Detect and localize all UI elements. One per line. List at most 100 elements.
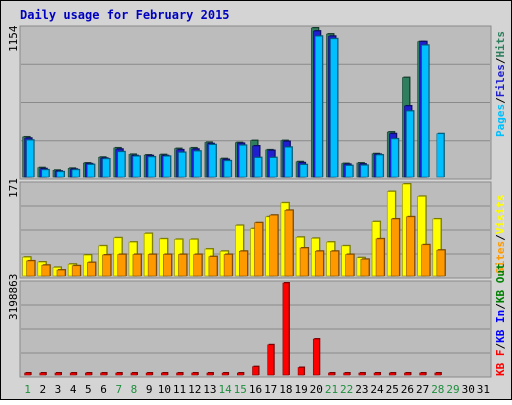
top-bar-pages (239, 145, 247, 178)
bot-bar-kbytes (54, 372, 62, 376)
mid-bar-sites (71, 265, 81, 277)
bot-ymax-label: 3198863 (7, 274, 20, 320)
bot-bar-kbytes (115, 372, 123, 376)
bot-bar-kbytes (191, 372, 199, 376)
mid-bar-sites (163, 254, 172, 277)
mid-bar-sites (314, 250, 324, 277)
top-bar-pages (390, 138, 399, 178)
x-tick-label: 25 (386, 383, 399, 396)
mid-bar-sites (239, 250, 248, 277)
mid-bar-sites (223, 254, 233, 277)
legend-entry: Sites (494, 241, 507, 274)
top-bar-pages (41, 169, 50, 178)
mid-bar-sites (178, 254, 187, 277)
mid-bar-sites (117, 254, 127, 277)
bot-bar-kbytes (388, 372, 396, 376)
bars-bottom (24, 282, 442, 376)
x-tick-label: 7 (115, 383, 122, 396)
bot-bar-kbytes (282, 282, 290, 376)
x-tick-label: 29 (446, 383, 459, 396)
x-tick-label: 23 (355, 383, 368, 396)
top-bar-pages (375, 154, 384, 178)
x-tick-label: 11 (173, 383, 186, 396)
x-tick-label: 16 (249, 383, 262, 396)
mid-bar-sites (254, 222, 263, 277)
top-bar-pages (193, 150, 202, 178)
mid-bar-sites (87, 262, 96, 277)
top-bar-pages (56, 171, 65, 178)
top-bar-pages (178, 152, 186, 178)
x-tick-label: 14 (218, 383, 232, 396)
x-tick-label: 3 (55, 383, 62, 396)
mid-bar-sites (41, 264, 51, 277)
bot-bar-kbytes (85, 372, 92, 376)
mid-bar-sites (269, 214, 278, 277)
x-tick-label: 28 (431, 383, 444, 396)
legend-entry: Visits (494, 195, 507, 235)
bot-bar-kbytes (145, 372, 153, 376)
x-tick-label: 17 (264, 383, 277, 396)
x-tick-label: 9 (146, 383, 153, 396)
x-tick-label: 5 (85, 383, 92, 396)
x-tick-label: 21 (325, 383, 338, 396)
mid-bar-sites (193, 254, 203, 277)
mid-bar-sites (406, 216, 415, 277)
top-bar-pages (254, 157, 262, 178)
legend-entry: / (494, 97, 507, 104)
x-tick-label: 27 (416, 383, 429, 396)
top-bar-pages (87, 164, 95, 178)
bot-bar-kbytes (343, 372, 350, 376)
legend-entry: KB F (494, 350, 507, 377)
mid-bar-sites (345, 254, 354, 277)
legend-entry: Files (494, 64, 507, 97)
mid-bar-sites (26, 260, 35, 277)
bot-bar-kbytes (358, 372, 366, 376)
bot-bar-kbytes (434, 372, 442, 376)
top-bar-pages (330, 38, 338, 178)
x-tick-label: 8 (131, 383, 138, 396)
bot-bar-kbytes (404, 372, 411, 376)
x-tick-label: 4 (70, 383, 77, 396)
legend-entry: / (494, 234, 507, 241)
x-tick-label: 24 (370, 383, 384, 396)
mid-bar-sites (299, 247, 309, 277)
legend-middle: Sites/Visits (494, 195, 507, 275)
x-tick-label: 2 (39, 383, 46, 396)
bot-bar-kbytes (252, 366, 259, 376)
bot-bar-kbytes (69, 372, 77, 376)
mid-bar-sites (436, 249, 446, 277)
x-tick-label: 10 (158, 383, 171, 396)
bot-bar-kbytes (176, 372, 183, 376)
mid-bar-sites (132, 254, 142, 277)
chart-title: Daily usage for February 2015 (20, 8, 230, 22)
mid-bar-sites (330, 250, 339, 277)
mid-bar-sites (360, 259, 370, 277)
top-bar-pages (314, 35, 323, 178)
x-tick-label: 30 (462, 383, 475, 396)
x-tick-label: 13 (203, 383, 216, 396)
legend-entry: KB Out (494, 263, 507, 303)
bot-bar-kbytes (39, 372, 47, 376)
mid-bar-sites (147, 254, 157, 277)
top-bar-pages (208, 144, 217, 178)
top-bar-pages (360, 165, 369, 178)
mid-bar-sites (102, 254, 111, 277)
x-tick-label: 20 (310, 383, 323, 396)
bot-bar-kbytes (24, 372, 31, 376)
mid-bar-sites (208, 256, 218, 277)
top-bar-pages (132, 156, 141, 178)
x-tick-label: 22 (340, 383, 353, 396)
legend-entry: KB In (494, 310, 507, 343)
x-tick-label: 1 (24, 383, 31, 396)
bot-bar-kbytes (237, 372, 244, 376)
x-axis-day-labels: 1 2 3 4 5 6 7 8 9 10 11 12 13 14 15 16 17 18 19 20 21 22 23 24 2… (24, 383, 490, 396)
legend-entry: / (494, 303, 507, 310)
x-tick-label: 18 (279, 383, 292, 396)
bot-bar-kbytes (221, 372, 229, 376)
legend-entry: / (494, 343, 507, 350)
mid-bar-sites (390, 218, 400, 277)
legend-entry: / (494, 57, 507, 64)
top-bar-pages (421, 45, 429, 178)
legend-entry: Hits (494, 31, 507, 58)
